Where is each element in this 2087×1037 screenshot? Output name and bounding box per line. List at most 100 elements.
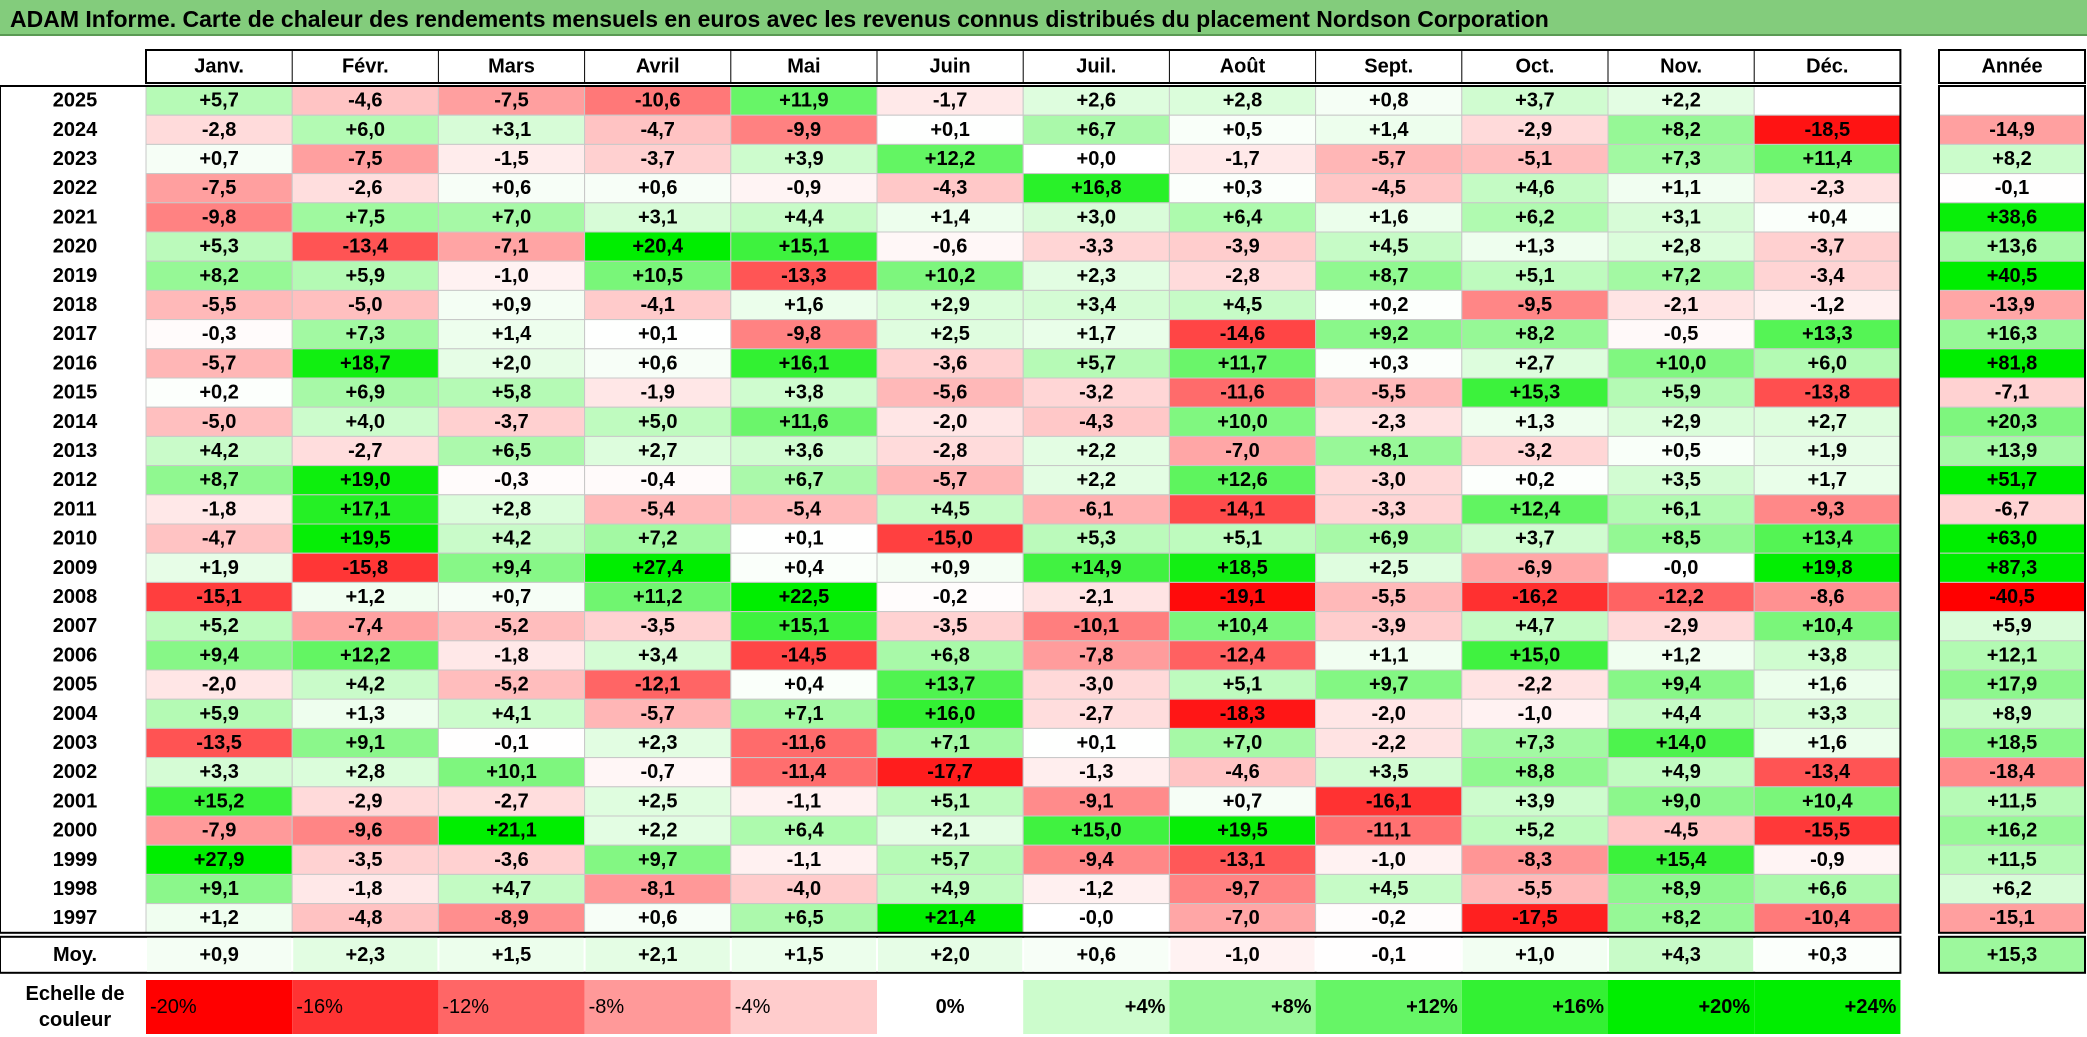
heat-cell-value: -2,9 bbox=[1518, 119, 1552, 141]
annual-grid-border bbox=[1938, 85, 2086, 934]
heat-cell-value: +22,5 bbox=[779, 586, 830, 608]
heat-cell-value: +12,2 bbox=[925, 148, 976, 170]
heat-cell-value: +14,0 bbox=[1656, 732, 1707, 754]
heat-cell bbox=[1022, 786, 1170, 817]
annual-cell bbox=[1938, 435, 2086, 467]
heat-cell-value: +3,1 bbox=[492, 119, 531, 141]
heat-cell bbox=[291, 289, 439, 321]
heat-cell-value: +8,5 bbox=[1661, 528, 1700, 550]
heat-cell bbox=[1461, 494, 1609, 525]
heat-cell bbox=[437, 435, 586, 467]
heat-cell-value: +1,6 bbox=[1808, 732, 1847, 754]
annual-cell-value: +16,2 bbox=[1987, 820, 2038, 842]
heat-cell bbox=[1753, 202, 1901, 233]
heat-cell bbox=[145, 903, 293, 934]
heat-cell-value: +11,2 bbox=[633, 586, 683, 608]
heat-cell-value: +15,1 bbox=[779, 236, 830, 258]
average-cell-value: -1,0 bbox=[1225, 944, 1259, 966]
average-cell-value: +1,5 bbox=[492, 944, 531, 966]
heat-cell-value: -5,5 bbox=[1371, 586, 1405, 608]
heat-cell-value: -0,5 bbox=[1664, 323, 1698, 345]
report-title: ADAM Informe. Carte de chaleur des rende… bbox=[10, 6, 1549, 32]
heat-cell-value: -5,7 bbox=[640, 703, 674, 725]
heat-cell-value: -2,9 bbox=[1664, 615, 1698, 637]
average-cell-value: +1,5 bbox=[784, 944, 823, 966]
heat-cell-value: -5,7 bbox=[202, 352, 236, 374]
heat-cell-value: -11,6 bbox=[1220, 382, 1264, 404]
heat-cell-value: -5,1 bbox=[1518, 148, 1552, 170]
heat-cell-value: +5,2 bbox=[199, 615, 238, 637]
heat-cell bbox=[730, 114, 878, 145]
month-header-8: Août bbox=[1220, 56, 1266, 78]
heat-cell-value: -7,9 bbox=[202, 820, 236, 842]
heat-cell bbox=[145, 377, 293, 408]
heat-cell bbox=[1315, 727, 1463, 759]
year-label-2009: 2009 bbox=[53, 557, 98, 579]
heat-cell-value: -4,0 bbox=[787, 878, 821, 900]
heat-cell-value: -15,5 bbox=[1805, 820, 1851, 842]
heat-cell-value: +0,1 bbox=[930, 119, 969, 141]
heat-cell bbox=[437, 348, 586, 379]
heat-cell-value: +0,0 bbox=[1077, 148, 1116, 170]
scale-swatch bbox=[730, 980, 877, 1034]
heat-cell bbox=[1315, 465, 1463, 496]
heat-cell bbox=[1607, 786, 1755, 817]
heat-cell-value: +1,4 bbox=[492, 323, 532, 345]
year-label-2008: 2008 bbox=[53, 586, 98, 608]
annual-cell-value: +38,6 bbox=[1987, 206, 2038, 228]
heat-cell-value: +10,1 bbox=[486, 761, 537, 783]
heat-cell bbox=[730, 815, 878, 846]
heat-cell-value: +9,2 bbox=[1369, 323, 1408, 345]
heat-cell bbox=[1607, 85, 1755, 116]
annual-cell bbox=[1938, 231, 2086, 262]
heat-cell-value: +1,9 bbox=[199, 557, 238, 579]
heat-cell-value: -10,6 bbox=[635, 90, 681, 112]
heat-cell-value: +2,7 bbox=[1808, 411, 1847, 433]
heat-cell-value: -5,5 bbox=[202, 294, 236, 316]
heat-cell bbox=[730, 552, 878, 583]
heat-cell bbox=[1315, 581, 1463, 613]
heat-cell-value: +0,5 bbox=[1661, 440, 1700, 462]
heat-cell bbox=[730, 581, 878, 613]
heat-cell-value: +9,7 bbox=[1369, 674, 1408, 696]
heat-cell bbox=[1168, 669, 1317, 700]
heat-cell bbox=[291, 435, 439, 467]
scale-swatch-label: +16% bbox=[1552, 996, 1604, 1018]
heat-cell-value: +4,9 bbox=[1661, 761, 1700, 783]
heat-cell-value: +2,2 bbox=[1077, 469, 1116, 491]
heat-cell-value: +0,6 bbox=[638, 352, 677, 374]
heat-cell-value: +4,2 bbox=[346, 674, 385, 696]
heat-cell bbox=[1022, 581, 1170, 613]
heat-cell bbox=[1022, 611, 1170, 642]
heat-cell-value: +16,0 bbox=[925, 703, 976, 725]
year-label-2015: 2015 bbox=[53, 382, 98, 404]
annual-cell-value: -18,4 bbox=[1989, 761, 2035, 783]
heat-cell-value: +21,1 bbox=[486, 820, 537, 842]
heat-cell-value: +15,3 bbox=[1510, 382, 1561, 404]
heat-cell bbox=[145, 114, 293, 145]
year-label-2024: 2024 bbox=[53, 119, 98, 141]
heat-cell-value: +12,4 bbox=[1510, 498, 1561, 520]
heat-cell bbox=[291, 844, 439, 875]
heat-cell bbox=[1168, 202, 1317, 233]
heat-cell-value: -11,6 bbox=[782, 732, 826, 754]
heat-cell-value: -0,3 bbox=[494, 469, 528, 491]
scale-swatch-label: 0% bbox=[936, 996, 965, 1018]
heat-cell bbox=[291, 85, 439, 116]
heat-cell bbox=[291, 757, 439, 788]
heat-cell-value: +0,9 bbox=[492, 294, 531, 316]
heat-cell-value: -12,4 bbox=[1220, 644, 1266, 666]
year-label-2001: 2001 bbox=[53, 790, 98, 812]
heat-cell-value: -7,1 bbox=[494, 236, 528, 258]
heat-cell-value: -0,4 bbox=[640, 469, 675, 491]
heat-cell-value: +6,9 bbox=[1369, 528, 1408, 550]
heat-cell-value: +0,2 bbox=[199, 382, 238, 404]
heat-cell-value: +7,2 bbox=[1661, 265, 1700, 287]
heat-cell bbox=[291, 114, 439, 145]
heat-cell-value: -9,8 bbox=[787, 323, 821, 345]
annual-cell-value: +18,5 bbox=[1987, 732, 2038, 754]
heat-cell-value: +12,6 bbox=[1217, 469, 1268, 491]
heat-cell-value: +5,2 bbox=[1515, 820, 1554, 842]
heat-cell-value: +15,0 bbox=[1071, 820, 1122, 842]
heat-cell-value: -8,9 bbox=[494, 907, 528, 929]
